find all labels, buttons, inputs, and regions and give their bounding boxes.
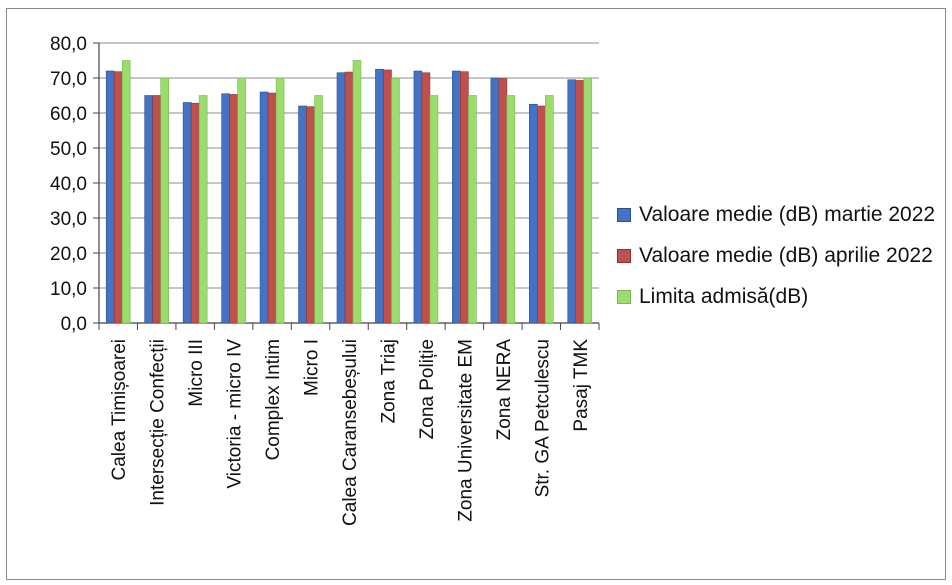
legend-label-limita: Limita admisă(dB): [639, 285, 809, 308]
bar: [391, 77, 400, 324]
legend-item-aprilie: Valoare medie (dB) aprilie 2022: [617, 240, 937, 271]
bar: [537, 105, 546, 324]
bar: [237, 77, 246, 324]
legend-item-martie: Valoare medie (dB) martie 2022: [617, 199, 937, 230]
y-tick-label: 30,0: [50, 209, 87, 230]
chart-legend: Valoare medie (dB) martie 2022 Valoare m…: [617, 199, 937, 322]
y-tick-label: 70,0: [50, 69, 87, 90]
x-tick-label: Str. GA Petculescu: [532, 339, 553, 497]
x-tick-label: Complex Intim: [263, 339, 284, 460]
x-tick-label: Zona NERA: [494, 339, 515, 441]
y-tick-label: 60,0: [50, 104, 87, 125]
legend-swatch-limita: [617, 290, 631, 304]
bar: [121, 60, 131, 324]
bar: [314, 95, 323, 324]
y-tick-label: 40,0: [50, 174, 87, 195]
bar: [144, 95, 153, 324]
y-tick-label: 0,0: [61, 314, 87, 335]
bar: [429, 95, 439, 324]
bar: [452, 70, 461, 324]
bar: [498, 78, 508, 324]
y-tick-label: 50,0: [50, 139, 87, 160]
bar: [460, 71, 469, 324]
y-tick-label: 10,0: [50, 279, 87, 300]
bar: [375, 68, 384, 324]
bar: [413, 70, 423, 324]
bar: [152, 95, 161, 324]
x-tick-label: Pasaj TMK: [571, 339, 592, 432]
y-tick-label: 80,0: [50, 34, 87, 55]
legend-swatch-martie: [617, 208, 631, 222]
x-tick-label: Calea Caransebeșului: [340, 339, 361, 526]
bar: [506, 95, 516, 324]
legend-label-aprilie: Valoare medie (dB) aprilie 2022: [639, 244, 933, 267]
bar: [160, 77, 169, 324]
legend-label-martie: Valoare medie (dB) martie 2022: [639, 203, 936, 226]
bar: [567, 79, 577, 324]
legend-swatch-aprilie: [617, 249, 631, 263]
x-tick-label: Zona Poliție: [417, 339, 438, 439]
bar: [468, 95, 477, 324]
bar: [259, 91, 269, 324]
x-tick-label: Micro I: [302, 339, 323, 396]
y-tick-label: 20,0: [50, 244, 87, 265]
bar: [421, 72, 431, 324]
bar: [182, 102, 192, 324]
bar: [306, 106, 315, 324]
bar: [583, 77, 593, 324]
x-tick-label: Victoria - micro IV: [225, 339, 246, 489]
bar: [198, 95, 208, 324]
bar: [336, 72, 346, 324]
bar: [267, 92, 277, 324]
bar: [229, 94, 238, 324]
bar-chart: 0,0 10,0 20,0 30,0 40,0 50,0 60,0 70,0 80,0 Calea…: [50, 34, 600, 526]
bar: [545, 95, 554, 324]
bar: [490, 77, 500, 324]
bar: [529, 103, 538, 324]
x-tick-label: Zona Universitate EM: [455, 339, 476, 522]
bar: [344, 71, 354, 324]
bar: [298, 105, 307, 324]
chart-frame: 0,0 10,0 20,0 30,0 40,0 50,0 60,0 70,0 80,0 Calea…: [6, 8, 946, 580]
x-tick-label: Micro III: [186, 339, 207, 407]
bar: [221, 93, 230, 324]
bar: [383, 69, 392, 324]
bar: [575, 80, 585, 324]
legend-item-limita: Limita admisă(dB): [617, 281, 937, 312]
bar: [352, 60, 362, 324]
bar: [105, 70, 115, 324]
x-tick-label: Intersecție Confecții: [148, 339, 169, 506]
x-tick-label: Zona Triaj: [378, 339, 399, 423]
bar: [113, 71, 123, 324]
bar: [275, 77, 285, 324]
x-tick-label: Calea Timișoarei: [109, 339, 130, 481]
bar: [190, 102, 200, 324]
